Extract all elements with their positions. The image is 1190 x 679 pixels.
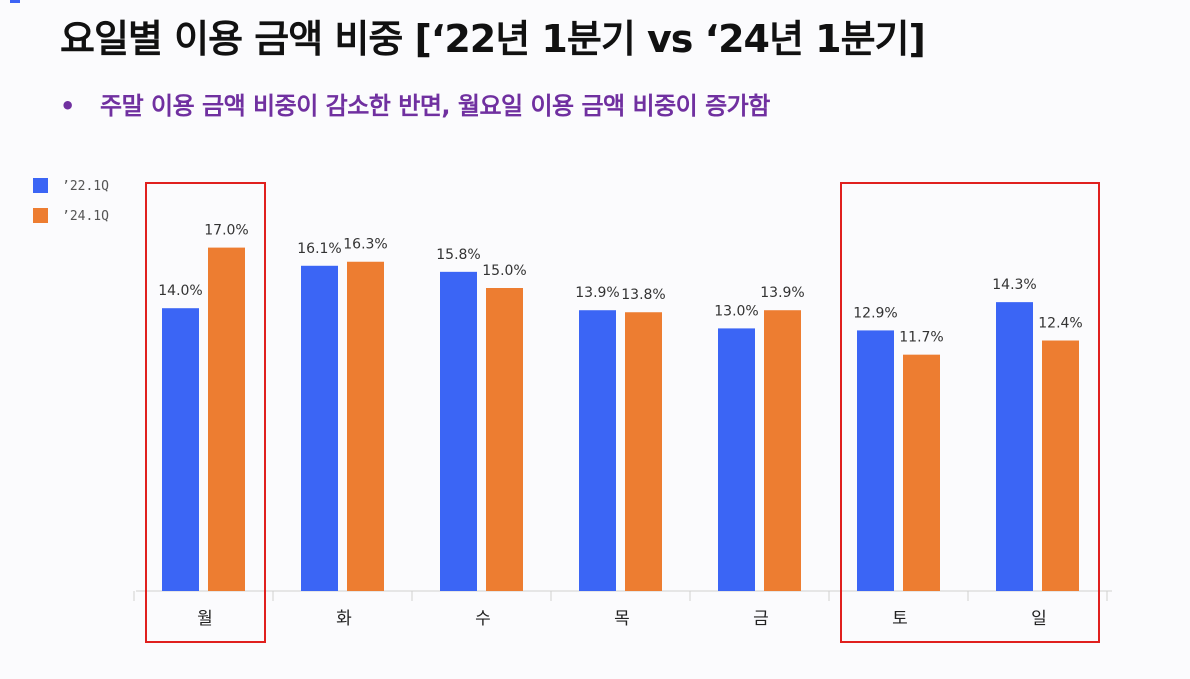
legend-swatch: [33, 208, 48, 223]
category-label: 토: [892, 609, 908, 629]
data-label: 16.1%: [297, 241, 341, 257]
data-label: 12.4%: [1038, 316, 1082, 332]
data-label: 15.8%: [436, 247, 480, 263]
data-label: 11.7%: [899, 330, 943, 346]
data-label: 14.3%: [992, 277, 1036, 293]
page-title: 요일별 이용 금액 비중 [‘22년 1분기 vs ‘24년 1분기]: [60, 17, 926, 61]
highlight-box: [840, 182, 1100, 643]
bar-2022: [301, 265, 338, 591]
category-label: 화: [336, 609, 352, 629]
category-label: 목: [614, 609, 630, 629]
data-label: 17.0%: [204, 223, 248, 239]
highlight-box: [145, 182, 266, 643]
data-label: 16.3%: [343, 237, 387, 253]
bar-2024: [903, 354, 940, 591]
bar-2022: [162, 308, 199, 591]
data-label: 13.8%: [621, 287, 665, 303]
bar-2024: [625, 312, 662, 591]
data-label: 13.9%: [760, 285, 804, 301]
category-label: 월: [197, 609, 213, 629]
subtitle-text: 주말 이용 금액 비중이 감소한 반면, 월요일 이용 금액 비중이 증가함: [100, 92, 770, 120]
bar-2022: [718, 328, 755, 591]
category-label: 금: [753, 609, 769, 629]
data-label: 14.0%: [158, 283, 202, 299]
legend-label: ’24.1Q: [62, 209, 109, 224]
category-label: 일: [1031, 609, 1047, 629]
bar-2024: [347, 261, 384, 591]
legend-label: ’22.1Q: [62, 179, 109, 194]
bar-2022: [857, 330, 894, 591]
data-label: 13.0%: [714, 303, 758, 319]
bar-2022: [996, 302, 1033, 591]
subtitle: • 주말 이용 금액 비중이 감소한 반면, 월요일 이용 금액 비중이 증가함: [60, 86, 770, 121]
bar-2022: [440, 271, 477, 591]
corner-accent-mark: [10, 0, 20, 3]
data-label: 13.9%: [575, 285, 619, 301]
legend-swatch: [33, 178, 48, 193]
subtitle-bullet: •: [60, 92, 75, 120]
bar-2022: [579, 310, 616, 591]
data-label: 15.0%: [482, 263, 526, 279]
bar-2024: [486, 288, 523, 591]
bar-2024: [764, 310, 801, 591]
data-label: 12.9%: [853, 305, 897, 321]
category-label: 수: [475, 609, 491, 629]
bar-2024: [208, 247, 245, 591]
bar-2024: [1042, 340, 1079, 591]
